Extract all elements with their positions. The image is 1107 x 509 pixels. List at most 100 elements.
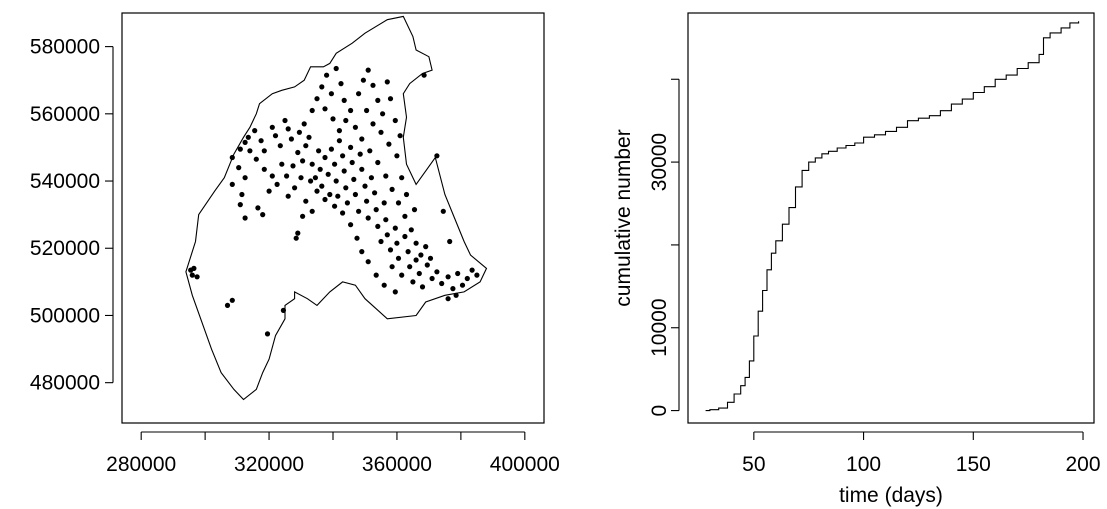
scatter-point [229, 297, 235, 303]
scatter-point [378, 129, 384, 135]
scatter-point [381, 200, 387, 206]
scatter-point [252, 128, 258, 134]
scatter-point [424, 262, 430, 268]
scatter-point [359, 136, 365, 142]
scatter-points [188, 65, 480, 337]
scatter-point [236, 165, 242, 171]
scatter-point [464, 275, 470, 282]
scatter-point [303, 143, 309, 149]
scatter-point [319, 84, 325, 90]
scatter-point [285, 126, 291, 132]
scatter-point [239, 191, 245, 198]
scatter-point [245, 134, 251, 140]
x-tick-label: 50 [742, 453, 765, 476]
y-tick-label: 10000 [648, 298, 671, 356]
scatter-point [387, 247, 394, 253]
scatter-point [242, 215, 248, 221]
scatter-point [445, 296, 451, 302]
scatter-point [395, 255, 402, 261]
scatter-point [356, 208, 362, 214]
scatter-point [300, 213, 306, 219]
scatter-point [266, 188, 272, 194]
y-tick-label: 540000 [30, 170, 100, 193]
scatter-point [453, 292, 459, 298]
scatter-point [386, 141, 392, 147]
scatter-point [324, 72, 330, 78]
scatter-point [306, 134, 312, 140]
scatter-point [469, 267, 475, 273]
scatter-point [343, 117, 349, 124]
scatter-point [274, 181, 280, 187]
scatter-point [344, 200, 350, 206]
scatter-point [375, 97, 381, 103]
plot-frame [687, 12, 1095, 424]
scatter-point [333, 178, 339, 184]
scatter-point [455, 270, 461, 277]
scatter-point [237, 146, 243, 152]
y-tick-label: 500000 [30, 304, 100, 327]
scatter-point [332, 161, 338, 167]
scatter-point [300, 158, 306, 164]
y-axis: 480000 500000 520000 540000 560000 580000 [30, 36, 114, 395]
scatter-point [439, 280, 445, 287]
scatter-point [410, 279, 416, 285]
scatter-point [261, 148, 267, 154]
scatter-point [285, 193, 291, 199]
scatter-point [384, 232, 390, 238]
scatter-point [403, 191, 410, 198]
scatter-point [352, 124, 358, 130]
scatter-point [189, 272, 195, 278]
scatter-point [416, 270, 422, 277]
scatter-point [298, 175, 304, 181]
scatter-point [322, 154, 328, 161]
scatter-point [370, 121, 376, 127]
scatter-point [447, 238, 453, 245]
scatter-point [349, 159, 355, 166]
scatter-point [434, 269, 440, 275]
scatter-point [370, 82, 376, 88]
scatter-point [290, 163, 296, 169]
x-tick-label: 100 [846, 453, 881, 476]
scatter-point [280, 307, 286, 313]
y-tick-label: 480000 [30, 372, 100, 395]
scatter-point [229, 154, 235, 161]
scatter-point [316, 148, 322, 154]
scatter-point [459, 282, 466, 288]
y-tick-label: 520000 [30, 237, 100, 260]
scatter-point [237, 202, 243, 208]
scatter-point [255, 205, 261, 211]
scatter-point [284, 173, 290, 179]
scatter-point [348, 107, 354, 114]
scatter-point [381, 282, 387, 288]
scatter-point [340, 210, 346, 216]
scatter-point [319, 183, 325, 189]
scatter-point [359, 249, 365, 255]
scatter-point [383, 217, 389, 223]
scatter-point [375, 223, 381, 229]
scatter-point [272, 133, 279, 139]
scatter-point [427, 255, 434, 261]
scatter-point [397, 133, 403, 139]
scatter-point [405, 249, 411, 255]
scatter-point [229, 181, 235, 187]
scatter-point [392, 117, 398, 124]
scatter-point [269, 124, 275, 130]
scatter-point [314, 188, 320, 194]
scatter-point [322, 106, 328, 112]
scatter-point [352, 191, 358, 198]
scatter-point [418, 252, 424, 258]
scatter-point [375, 159, 381, 166]
scatter-point [413, 240, 419, 246]
scatter-point [327, 191, 333, 198]
scatter-point [394, 153, 400, 159]
scatter-point [365, 215, 371, 221]
scatter-point [295, 230, 301, 236]
scatter-point [224, 302, 231, 308]
scatter-point [364, 107, 370, 114]
scatter-point [338, 81, 344, 87]
x-tick-label: 320000 [234, 453, 304, 476]
scatter-point [269, 173, 275, 179]
scatter-map-panel: 280000 320000 360000 400000 480000 500000 520… [30, 12, 560, 476]
scatter-point [336, 128, 342, 134]
cumulative-series-line [705, 21, 1080, 412]
